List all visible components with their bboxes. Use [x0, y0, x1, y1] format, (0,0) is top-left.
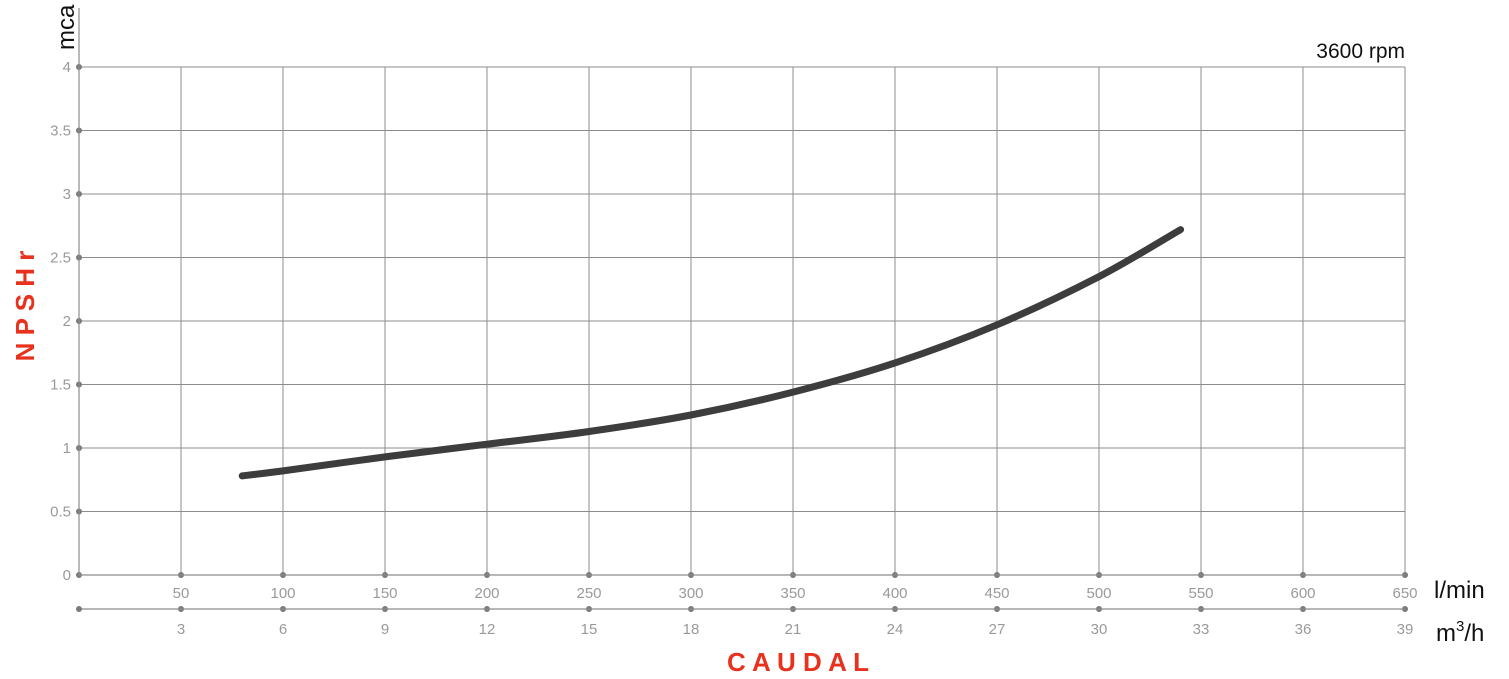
- x-tick-label-lmin: 600: [1290, 585, 1315, 602]
- x-tick-label-lmin: 150: [372, 585, 397, 602]
- x2-origin-dot: [76, 606, 82, 612]
- x-tick-label-m3h: 15: [581, 621, 598, 638]
- x-tick-label-lmin: 100: [270, 585, 295, 602]
- x-tick-label-m3h: 36: [1295, 621, 1312, 638]
- x-tick-label-m3h: 12: [479, 621, 496, 638]
- x-tick-label-lmin: 550: [1188, 585, 1213, 602]
- y-tick-label: 2: [63, 313, 71, 330]
- y-unit-label: mca: [53, 4, 80, 50]
- x-tick-label-lmin: 300: [678, 585, 703, 602]
- x-tick-label-lmin: 500: [1086, 585, 1111, 602]
- x-tick-label-lmin: 450: [984, 585, 1009, 602]
- y-tick-label: 4: [63, 59, 71, 76]
- x-unit-m3h-base: m: [1436, 620, 1456, 647]
- x-tick-label-m3h: 24: [887, 621, 904, 638]
- x-tick-label-m3h: 21: [785, 621, 802, 638]
- x-tick-label-lmin: 50: [173, 585, 190, 602]
- x-tick-label-m3h: 3: [177, 621, 185, 638]
- y-tick-label: 3: [63, 186, 71, 203]
- x-tick-label-lmin: 400: [882, 585, 907, 602]
- grid: [79, 66, 1406, 575]
- x-unit-m3h: m3/h: [1436, 618, 1484, 647]
- x-tick-label-m3h: 27: [989, 621, 1006, 638]
- x-unit-m3h-tail: /h: [1464, 620, 1484, 647]
- x-tick-label-m3h: 39: [1397, 621, 1414, 638]
- x-unit-lmin: l/min: [1434, 577, 1485, 604]
- tick-labels: 00.511.522.533.5450310061509200122501530…: [50, 59, 1417, 638]
- y-tick-label: 1.5: [50, 377, 71, 394]
- series-layer: [238, 226, 1185, 480]
- x-tick-label-m3h: 9: [381, 621, 389, 638]
- x-tick-label-lmin: 350: [780, 585, 805, 602]
- y-tick-label: 2.5: [50, 250, 71, 267]
- y-tick-label: 0: [63, 567, 71, 584]
- npshr-curve: [238, 226, 1185, 480]
- y-axis-title: N P S H r: [10, 251, 40, 362]
- rpm-annotation: 3600 rpm: [1316, 40, 1405, 63]
- x-tick-label-m3h: 33: [1193, 621, 1210, 638]
- x-tick-label-lmin: 200: [474, 585, 499, 602]
- x-axis-title: C A U D A L: [727, 647, 869, 677]
- y-tick-label: 1: [63, 440, 71, 457]
- x-tick-label-lmin: 650: [1392, 585, 1417, 602]
- axes: [76, 8, 1408, 612]
- y-tick-label: 3.5: [50, 123, 71, 140]
- x-tick-label-m3h: 18: [683, 621, 700, 638]
- y-tick-label: 0.5: [50, 504, 71, 521]
- x-tick-label-m3h: 30: [1091, 621, 1108, 638]
- x-tick-label-lmin: 250: [576, 585, 601, 602]
- x-unit-m3h-sup: 3: [1456, 618, 1464, 635]
- x-tick-label-m3h: 6: [279, 621, 287, 638]
